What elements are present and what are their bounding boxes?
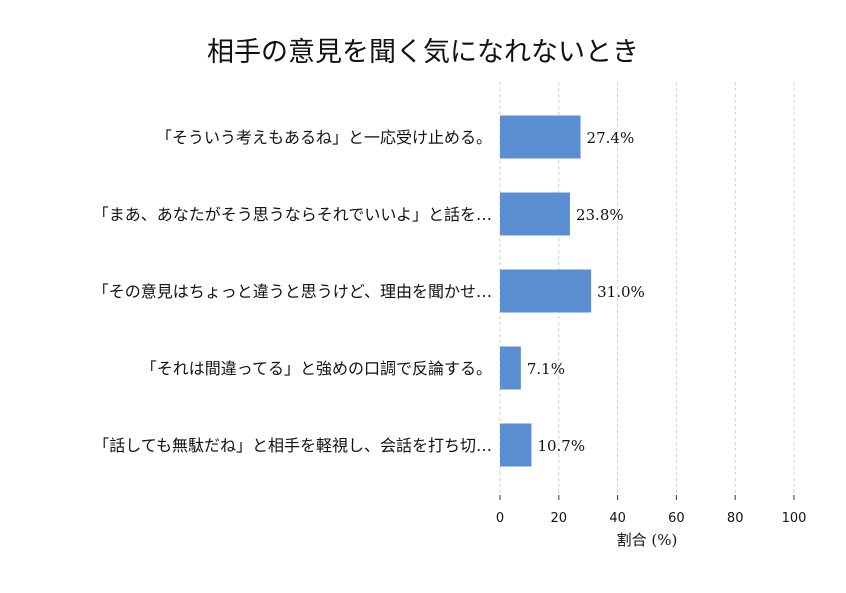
category-labels: 「そういう考えもあるね」と一応受け止める。「まあ、あなたがそう思うならそれでいい… [93, 128, 492, 455]
category-label: 「その意見はちょっと違うと思うけど、理由を聞かせ… [93, 282, 492, 301]
bar [500, 115, 581, 159]
value-label: 23.8% [576, 206, 624, 224]
category-label: 「そういう考えもあるね」と一応受け止める。 [156, 128, 492, 147]
x-axis-title: 割合 (%) [617, 531, 678, 549]
value-label: 27.4% [587, 129, 635, 147]
bars [500, 115, 592, 467]
value-labels: 27.4% 23.8% 31.0% 7.1% 10.7% [527, 129, 645, 455]
chart-title: 相手の意見を聞く気になれないとき [207, 37, 639, 68]
x-tick-label: 80 [727, 511, 744, 526]
x-tick-label: 0 [496, 511, 504, 526]
bar [500, 423, 532, 467]
x-tick-label: 60 [668, 511, 685, 526]
category-label: 「まあ、あなたがそう思うならそれでいいよ」と話を… [93, 205, 492, 224]
category-label: 「それは間違ってる」と強めの口調で反論する。 [141, 359, 492, 378]
bar [500, 192, 570, 236]
bar [500, 269, 592, 313]
value-label: 31.0% [597, 283, 645, 301]
value-label: 10.7% [537, 437, 585, 455]
x-tick-label: 40 [609, 511, 626, 526]
x-tick-label: 100 [782, 511, 807, 526]
x-tick-label: 20 [551, 511, 568, 526]
x-axis: 0 20 40 60 80 100 [496, 495, 807, 526]
category-label: 「話しても無駄だね」と相手を軽視し、会話を打ち切… [93, 436, 492, 455]
value-label: 7.1% [527, 360, 565, 378]
bar [500, 346, 521, 390]
